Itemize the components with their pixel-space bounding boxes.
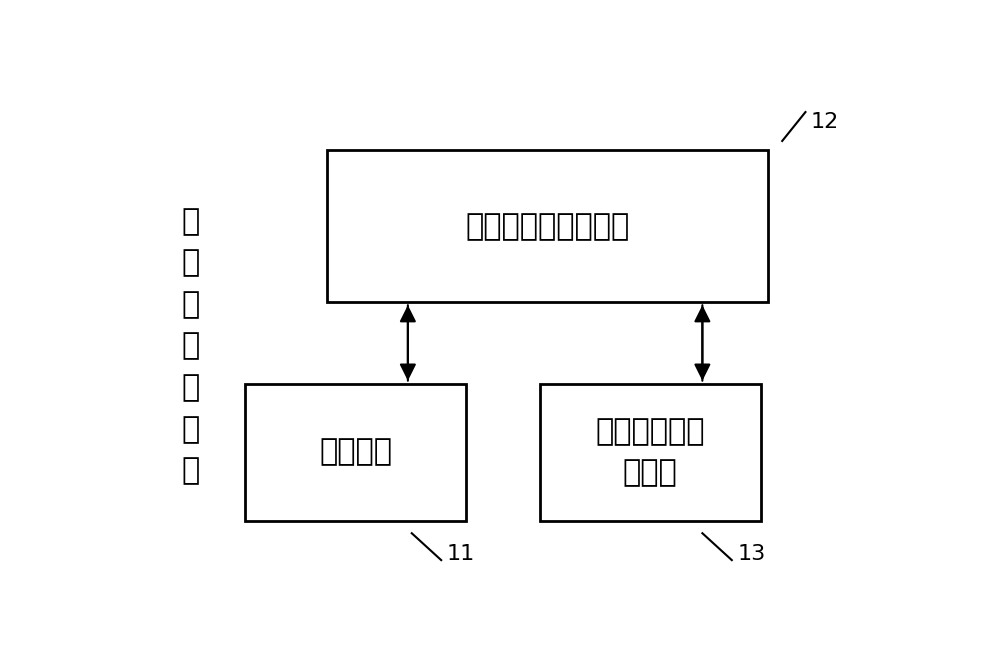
Text: 传: 传 [182, 373, 200, 402]
Text: 感: 感 [182, 415, 200, 444]
Bar [540, 384, 761, 521]
Text: 无: 无 [182, 207, 200, 236]
Text: 线: 线 [182, 331, 200, 360]
Text: 温度检测及处
理模块: 温度检测及处 理模块 [595, 417, 705, 487]
Bar [326, 150, 768, 302]
Text: 器: 器 [182, 456, 200, 485]
Text: 11: 11 [447, 544, 475, 563]
Text: 12: 12 [811, 112, 839, 132]
Text: 源: 源 [182, 248, 200, 277]
Text: 13: 13 [737, 544, 766, 563]
Bar [245, 384, 466, 521]
Text: 无: 无 [182, 290, 200, 319]
Text: 信号收发及处理模块: 信号收发及处理模块 [465, 212, 630, 241]
Text: 收发天线: 收发天线 [319, 438, 392, 467]
